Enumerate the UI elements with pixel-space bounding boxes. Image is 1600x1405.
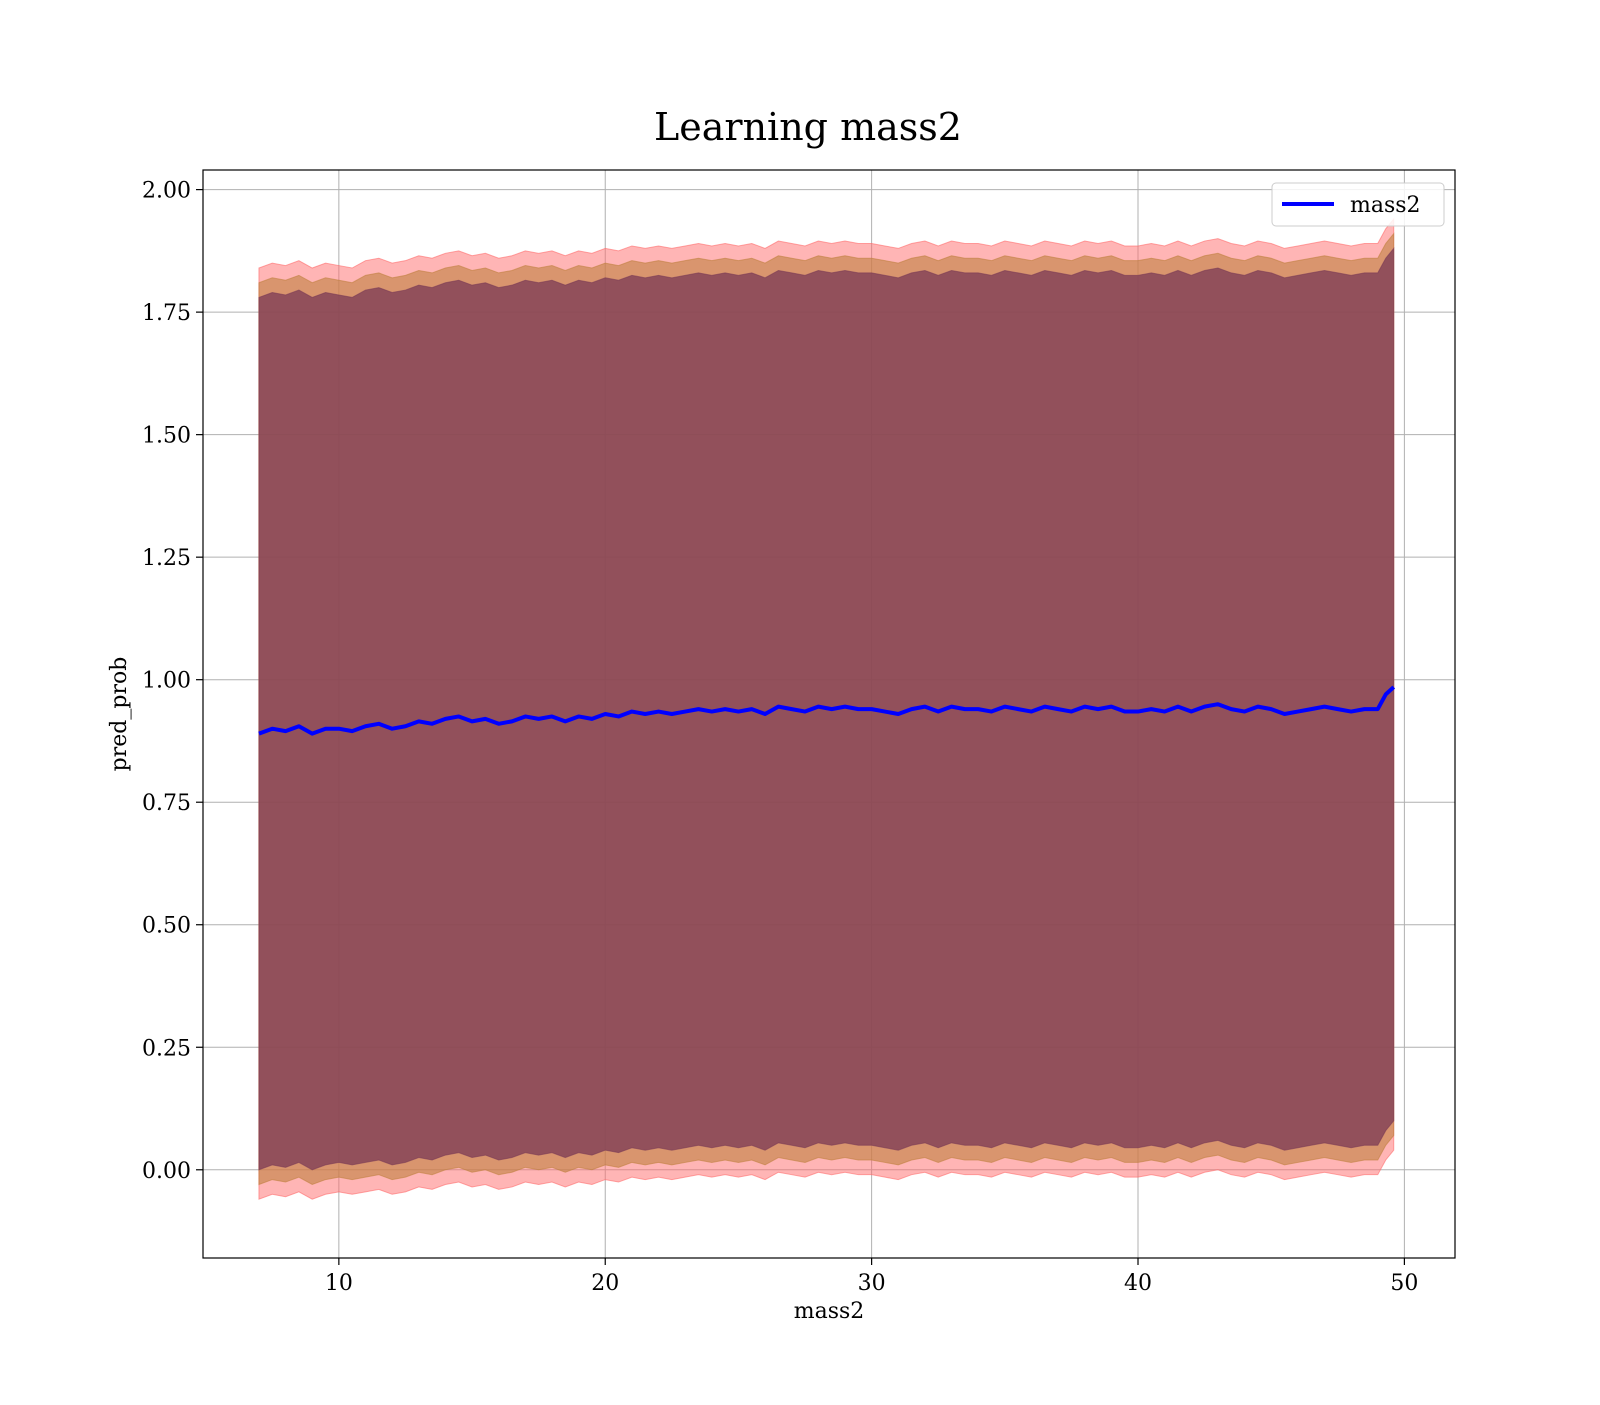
y-tick-label: 1.50 [142, 424, 191, 449]
x-axis-ticks: 10 20 30 40 50 [325, 1258, 1418, 1296]
y-tick-label: 1.25 [142, 546, 191, 571]
y-tick-label: 0.75 [142, 791, 191, 816]
y-axis-ticks: 0.00 0.25 0.50 0.75 1.00 1.25 1.50 1.75 2.00 [142, 179, 203, 1184]
plot-area: 10 20 30 40 50 0.00 0.25 0.50 0.75 1.00 1.25 1.50 1… [142, 169, 1456, 1296]
y-tick-label: 0.25 [142, 1036, 191, 1061]
x-axis-label: mass2 [794, 1299, 865, 1324]
y-tick-label: 2.00 [142, 179, 191, 204]
y-axis-label: pred_prob [107, 657, 132, 772]
legend-label-mass2: mass2 [1350, 193, 1421, 218]
y-tick-label: 1.00 [142, 669, 191, 694]
x-tick-label: 50 [1390, 1271, 1418, 1296]
y-tick-label: 1.75 [142, 301, 191, 326]
y-tick-label: 0.50 [142, 914, 191, 939]
legend: mass2 [1271, 182, 1445, 227]
legend-box [1271, 182, 1445, 227]
chart-title: Learning mass2 [654, 105, 962, 149]
series-line-mass2 [258, 685, 1396, 736]
x-tick-label: 30 [858, 1271, 886, 1296]
x-tick-label: 20 [591, 1271, 619, 1296]
confidence-bands [258, 217, 1395, 1200]
axes-frame [202, 169, 1456, 1259]
x-tick-label: 40 [1124, 1271, 1152, 1296]
x-tick-label: 10 [325, 1271, 353, 1296]
y-tick-label: 0.00 [142, 1159, 191, 1184]
series-lines [258, 685, 1396, 736]
